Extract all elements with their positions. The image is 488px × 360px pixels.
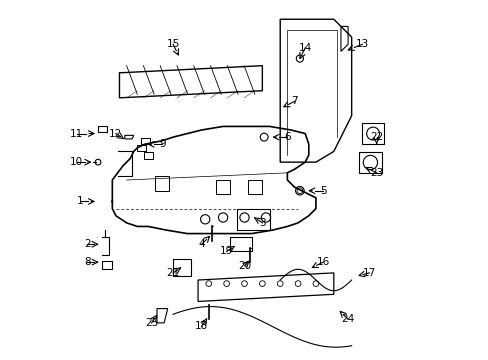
Text: 16: 16 [316,257,329,267]
Bar [216,180,230,194]
Text: 20: 20 [238,261,250,271]
Bar [141,138,149,144]
Text: 6: 6 [284,132,290,142]
Text: 10: 10 [70,157,83,167]
Bar [362,123,383,144]
Bar [102,261,112,269]
Bar [173,258,190,276]
Text: 5: 5 [319,186,325,196]
Text: 9: 9 [159,139,165,149]
Bar [230,237,251,251]
Bar [155,176,169,191]
Text: 1: 1 [77,197,83,206]
Text: 11: 11 [70,129,83,139]
Bar [237,208,269,230]
Text: 18: 18 [195,321,208,332]
Text: 14: 14 [298,43,311,53]
Bar [247,180,262,194]
Text: 4: 4 [198,239,204,249]
Text: 24: 24 [341,314,354,324]
Text: 12: 12 [109,129,122,139]
Text: 22: 22 [369,132,383,142]
Bar [358,152,381,173]
Bar [144,152,153,158]
Text: 21: 21 [166,268,179,278]
Bar [137,145,146,152]
Text: 19: 19 [220,247,233,256]
Text: 25: 25 [145,318,158,328]
Text: 3: 3 [259,218,265,228]
Text: 7: 7 [290,96,297,107]
Text: 23: 23 [369,168,383,178]
Text: 13: 13 [355,39,368,49]
Text: 8: 8 [84,257,90,267]
Text: 17: 17 [362,268,375,278]
Text: 15: 15 [166,39,179,49]
Text: 2: 2 [84,239,90,249]
